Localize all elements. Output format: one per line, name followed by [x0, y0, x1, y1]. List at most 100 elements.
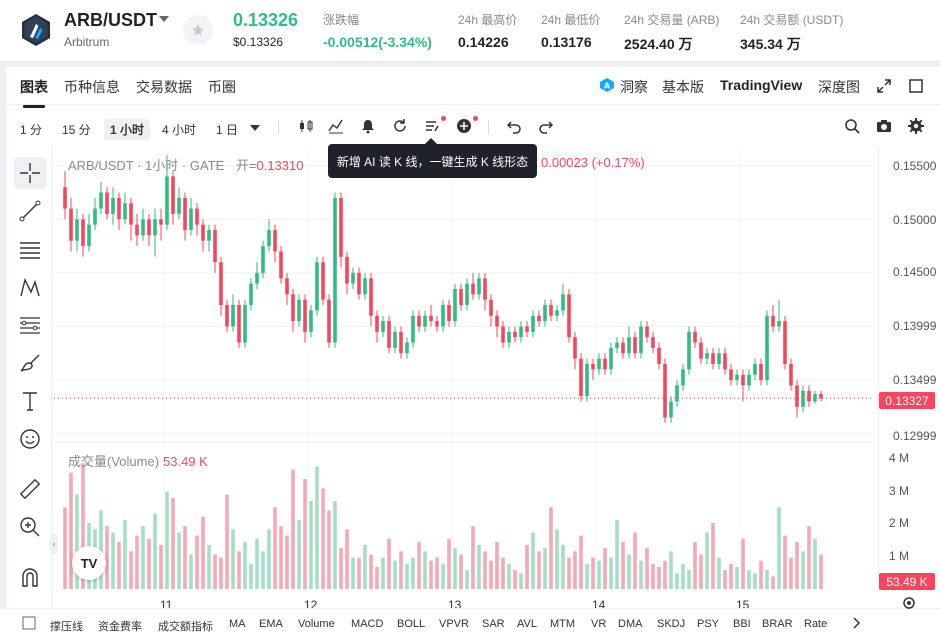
- timeframe-1m[interactable]: 1 分: [20, 123, 43, 137]
- text-tool[interactable]: [14, 385, 46, 417]
- indicator-3[interactable]: MA: [229, 618, 246, 630]
- indicator-1[interactable]: 资金费率: [98, 621, 142, 633]
- timeframe-1d[interactable]: 1 日: [216, 123, 239, 137]
- tab-coin-info[interactable]: 币种信息: [64, 79, 120, 95]
- candle-type-icon[interactable]: [296, 116, 316, 136]
- ruler-tool[interactable]: [14, 473, 46, 505]
- brush-tool[interactable]: [14, 347, 46, 379]
- crosshair-tool[interactable]: [14, 157, 46, 189]
- volume-bar: [603, 548, 607, 589]
- volume-bar: [681, 563, 685, 589]
- timeframe-1h[interactable]: 1 小时: [104, 119, 151, 140]
- pair-title[interactable]: ARB/USDT: [64, 10, 157, 30]
- price-axis[interactable]: 0.15500 0.15000 0.14500 0.13999 0.13499 …: [878, 147, 940, 590]
- indicator-9[interactable]: SAR: [482, 618, 505, 630]
- magnet-tool[interactable]: [14, 561, 46, 593]
- volume-bar: [69, 472, 73, 589]
- favorite-button[interactable]: [183, 15, 213, 45]
- candle-body: [327, 299, 331, 343]
- collapse-toolbar-button[interactable]: ‹: [50, 534, 58, 554]
- redo-icon[interactable]: [536, 116, 556, 136]
- tab-basic[interactable]: 基本版: [662, 79, 704, 95]
- settings-icon[interactable]: [901, 595, 917, 611]
- pattern-tool[interactable]: [14, 271, 46, 303]
- indicator-6[interactable]: MACD: [351, 618, 384, 630]
- window-icon[interactable]: [909, 79, 923, 93]
- candle-body: [525, 326, 529, 332]
- tradingview-logo[interactable]: TV: [72, 546, 106, 580]
- indicator-4[interactable]: EMA: [259, 618, 283, 630]
- timeframe-15m[interactable]: 15 分: [62, 123, 91, 137]
- indicator-settings-icon[interactable]: [22, 616, 36, 630]
- candle-body: [771, 315, 775, 327]
- replay-icon[interactable]: [390, 116, 410, 136]
- tab-trade-data[interactable]: 交易数据: [136, 79, 192, 95]
- volume-bar: [807, 526, 811, 589]
- expand-icon[interactable]: [877, 79, 891, 93]
- timeframe-4h[interactable]: 4 小时: [162, 123, 197, 137]
- candlestick-chart[interactable]: [54, 147, 872, 590]
- candle-body: [573, 337, 577, 359]
- indicator-8[interactable]: VPVR: [439, 618, 469, 630]
- camera-icon[interactable]: [874, 116, 894, 136]
- candle-body: [93, 208, 97, 225]
- volume-bar: [711, 523, 715, 589]
- volume-bar: [273, 507, 277, 589]
- ai-kline-icon[interactable]: [422, 116, 442, 136]
- indicator-11[interactable]: MTM: [550, 618, 576, 630]
- horizontal-lines-tool[interactable]: [14, 233, 46, 265]
- indicator-14[interactable]: SKDJ: [657, 618, 686, 630]
- indicator-13[interactable]: DMA: [618, 618, 643, 630]
- candle-body: [657, 347, 661, 364]
- indicator-10[interactable]: AVL: [517, 618, 537, 630]
- trendline-tool[interactable]: [14, 195, 46, 227]
- add-icon[interactable]: [454, 116, 474, 136]
- volume-bar: [363, 545, 367, 589]
- emoji-tool[interactable]: [14, 423, 46, 455]
- candle-body: [543, 305, 547, 322]
- volume-bar: [195, 535, 199, 589]
- chevron-right-icon[interactable]: [852, 617, 862, 629]
- chart-legend: ARB/USDT · 1小时 · GATE 开=0.13310: [68, 158, 304, 173]
- tab-insight[interactable]: 洞察: [620, 79, 648, 95]
- candle-body: [429, 315, 433, 322]
- indicators-icon[interactable]: [326, 116, 346, 136]
- volume-bar: [165, 491, 169, 589]
- undo-icon[interactable]: [504, 116, 524, 136]
- tab-tradingview[interactable]: TradingView: [720, 77, 803, 93]
- tab-depth[interactable]: 深度图: [818, 79, 860, 95]
- indicator-12[interactable]: VR: [591, 618, 607, 630]
- timeframe-dropdown-icon[interactable]: [250, 125, 260, 131]
- indicator-17[interactable]: BRAR: [762, 618, 793, 630]
- volume-bar: [435, 557, 439, 589]
- candle-body: [393, 331, 397, 348]
- volume-bar: [219, 557, 223, 589]
- volume-bar: [297, 519, 301, 589]
- volume-bar: [765, 570, 769, 589]
- settings-gear-icon[interactable]: [906, 116, 926, 136]
- indicator-16[interactable]: BBI: [733, 618, 751, 630]
- volume-bar: [381, 557, 385, 589]
- volume-bar: [819, 554, 823, 589]
- tab-chart[interactable]: 图表: [20, 79, 48, 108]
- svg-text:A: A: [604, 82, 611, 91]
- chevron-down-icon[interactable]: [159, 16, 169, 22]
- volume-bar: [243, 541, 247, 589]
- zoom-tool[interactable]: [14, 511, 46, 543]
- indicator-0[interactable]: 撑压线: [50, 621, 83, 633]
- candle-body: [195, 208, 199, 225]
- volume-bar: [483, 551, 487, 589]
- alert-icon[interactable]: [358, 116, 378, 136]
- tab-community[interactable]: 币圈: [208, 79, 236, 95]
- candle-body: [255, 272, 259, 284]
- search-icon[interactable]: [842, 116, 862, 136]
- indicator-18[interactable]: Rate: [804, 618, 828, 630]
- fib-tool[interactable]: [14, 309, 46, 341]
- candle-body: [651, 337, 655, 348]
- indicator-7[interactable]: BOLL: [397, 618, 426, 630]
- indicator-5[interactable]: Volume: [298, 618, 335, 630]
- volume-bar: [663, 560, 667, 589]
- indicator-2[interactable]: 成交额指标: [158, 621, 213, 633]
- indicator-15[interactable]: PSY: [697, 618, 720, 630]
- stat-volume: 24h 交易量 (ARB) 2524.40 万: [624, 13, 720, 52]
